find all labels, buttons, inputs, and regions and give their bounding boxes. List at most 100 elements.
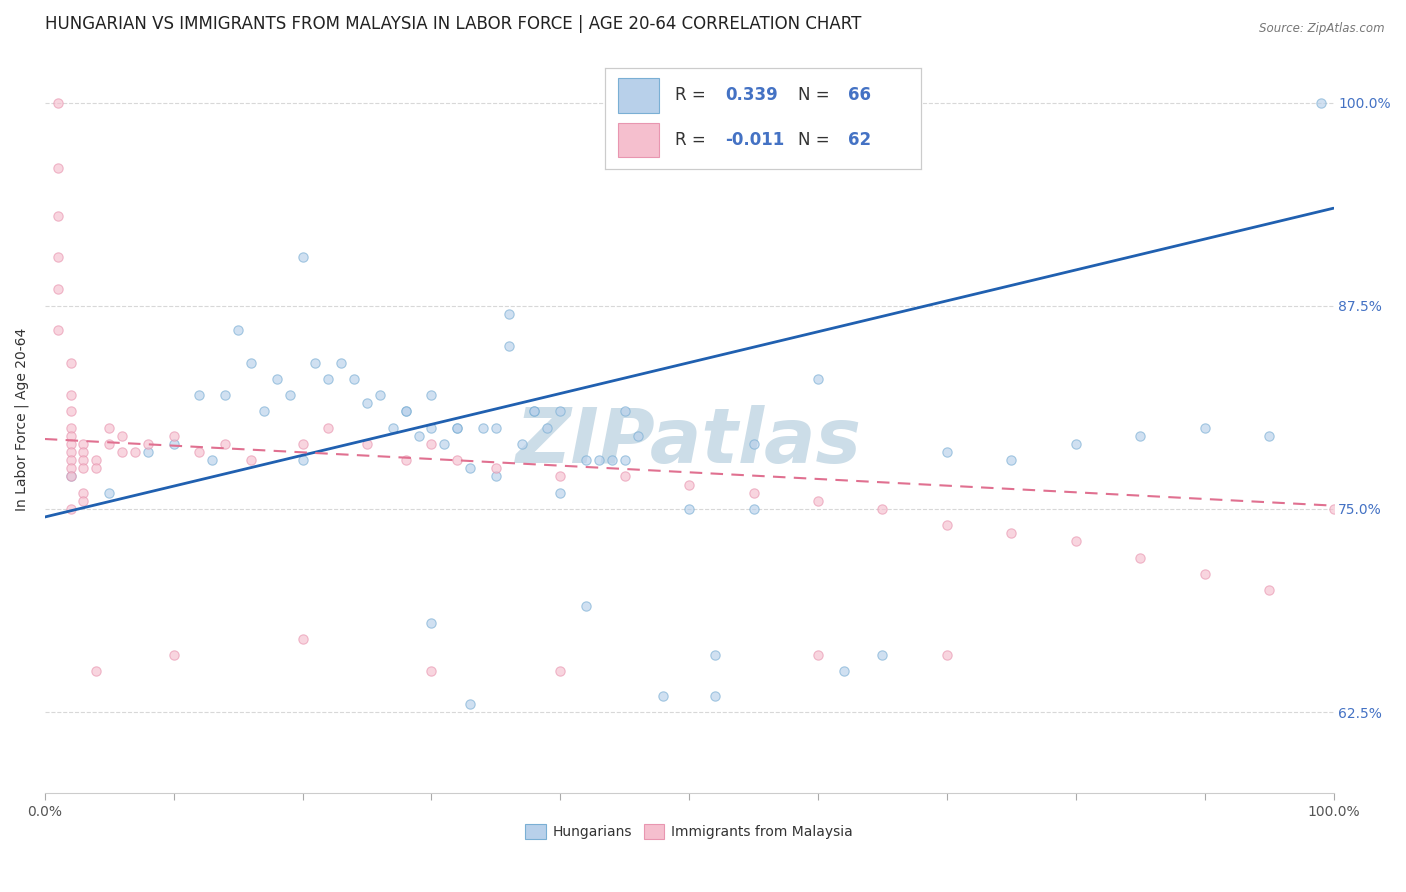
Point xyxy=(872,648,894,662)
Point xyxy=(420,420,443,434)
Point xyxy=(226,323,249,337)
Point xyxy=(136,445,159,459)
Point xyxy=(935,445,957,459)
Point xyxy=(72,453,94,467)
Point xyxy=(163,648,186,662)
Point xyxy=(214,388,236,402)
Point xyxy=(1064,534,1087,549)
Point xyxy=(613,469,636,483)
Text: HUNGARIAN VS IMMIGRANTS FROM MALAYSIA IN LABOR FORCE | AGE 20-64 CORRELATION CHA: HUNGARIAN VS IMMIGRANTS FROM MALAYSIA IN… xyxy=(45,15,860,33)
Point xyxy=(408,429,430,443)
Point xyxy=(485,420,508,434)
Point xyxy=(678,501,700,516)
Point xyxy=(1129,550,1152,565)
Point xyxy=(86,461,108,475)
Point xyxy=(188,445,211,459)
Point xyxy=(59,420,82,434)
Point xyxy=(1064,437,1087,451)
Point xyxy=(188,388,211,402)
Point xyxy=(626,429,648,443)
Point xyxy=(136,437,159,451)
Point xyxy=(1000,526,1022,541)
Y-axis label: In Labor Force | Age 20-64: In Labor Force | Age 20-64 xyxy=(15,328,30,511)
Point xyxy=(458,697,481,711)
Point xyxy=(613,404,636,418)
Point xyxy=(536,420,558,434)
Point xyxy=(124,445,146,459)
Point xyxy=(356,437,378,451)
Point xyxy=(46,210,69,224)
Point xyxy=(485,469,508,483)
Point xyxy=(59,388,82,402)
Point xyxy=(548,469,571,483)
Point xyxy=(266,372,288,386)
Point xyxy=(458,461,481,475)
Point xyxy=(46,323,69,337)
Point xyxy=(291,632,314,646)
Point xyxy=(201,453,224,467)
Point xyxy=(46,95,69,110)
Point xyxy=(394,404,416,418)
Point xyxy=(446,420,468,434)
Point xyxy=(523,404,546,418)
Legend: Hungarians, Immigrants from Malaysia: Hungarians, Immigrants from Malaysia xyxy=(519,817,860,847)
Point xyxy=(420,665,443,679)
Point xyxy=(59,469,82,483)
Point xyxy=(485,461,508,475)
Point xyxy=(1194,566,1216,581)
Point xyxy=(935,518,957,533)
Point xyxy=(163,437,186,451)
Point xyxy=(291,453,314,467)
Point xyxy=(807,648,830,662)
Point xyxy=(420,437,443,451)
Point xyxy=(742,501,765,516)
Point xyxy=(291,437,314,451)
Point xyxy=(1258,429,1281,443)
Point xyxy=(59,469,82,483)
Point xyxy=(381,420,404,434)
Point xyxy=(111,429,134,443)
Point xyxy=(316,372,339,386)
Point xyxy=(446,453,468,467)
Point xyxy=(807,493,830,508)
Point xyxy=(98,437,121,451)
Point xyxy=(253,404,276,418)
Point xyxy=(600,453,623,467)
Point xyxy=(588,453,610,467)
Point xyxy=(59,501,82,516)
Point xyxy=(59,429,82,443)
Point xyxy=(278,388,301,402)
Point xyxy=(471,420,494,434)
Point xyxy=(523,404,546,418)
Point xyxy=(832,665,855,679)
Point xyxy=(59,453,82,467)
Point xyxy=(356,396,378,410)
Point xyxy=(935,648,957,662)
Point xyxy=(240,453,263,467)
Point xyxy=(1129,429,1152,443)
Point xyxy=(330,356,353,370)
Point xyxy=(1309,95,1331,110)
Point xyxy=(59,445,82,459)
Point xyxy=(575,453,598,467)
Text: ZIPatlas: ZIPatlas xyxy=(516,405,862,479)
Point xyxy=(46,250,69,264)
Point xyxy=(72,485,94,500)
Point xyxy=(368,388,391,402)
Point xyxy=(575,599,598,614)
Point xyxy=(394,453,416,467)
Point xyxy=(240,356,263,370)
Point xyxy=(433,437,456,451)
Point xyxy=(420,388,443,402)
Point xyxy=(1258,583,1281,598)
Point xyxy=(446,420,468,434)
Point xyxy=(291,250,314,264)
Point xyxy=(59,356,82,370)
Point xyxy=(1194,420,1216,434)
Point xyxy=(98,420,121,434)
Point xyxy=(86,453,108,467)
Point xyxy=(872,501,894,516)
Point xyxy=(613,453,636,467)
Point xyxy=(59,437,82,451)
Point xyxy=(72,461,94,475)
